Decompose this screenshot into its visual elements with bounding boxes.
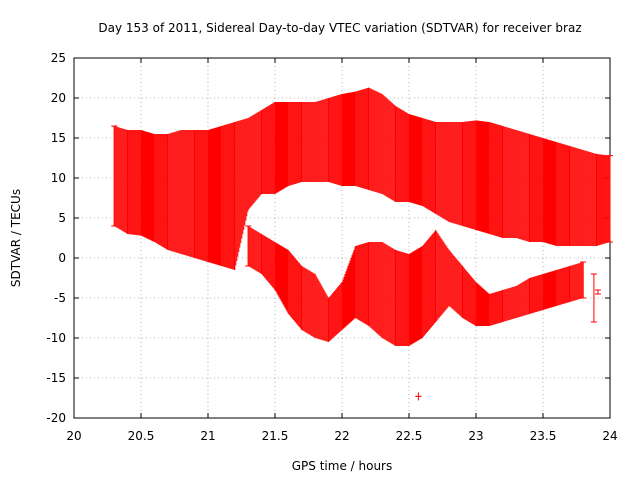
y-tick-label: -10	[46, 331, 66, 345]
series-lower-band	[245, 225, 587, 346]
x-tick-label: 20	[66, 429, 81, 443]
x-tick-label: 21.5	[262, 429, 289, 443]
y-tick-label: 25	[51, 51, 66, 65]
y-tick-label: 20	[51, 91, 66, 105]
x-tick-label: 24	[602, 429, 617, 443]
y-tick-label: 15	[51, 131, 66, 145]
y-tick-label: 0	[58, 251, 66, 265]
y-tick-label: -15	[46, 371, 66, 385]
x-tick-label: 21	[200, 429, 215, 443]
y-tick-label: -5	[54, 291, 66, 305]
x-tick-label: 22	[334, 429, 349, 443]
y-axis-ticks: 25 20 15 10 5 0 -5 -10 -15 -20	[46, 51, 610, 425]
x-tick-label: 22.5	[396, 429, 423, 443]
x-tick-label: 23	[468, 429, 483, 443]
chart-title: Day 153 of 2011, Sidereal Day-to-day VTE…	[98, 21, 581, 35]
series-upper-band	[111, 87, 613, 270]
y-tick-label: 10	[51, 171, 66, 185]
series-isolated-points	[415, 273, 601, 401]
x-tick-label: 23.5	[530, 429, 557, 443]
error-bar-series	[111, 87, 613, 401]
x-axis-title: GPS time / hours	[292, 459, 393, 473]
y-axis-title: SDTVAR / TECUs	[9, 189, 23, 287]
y-tick-label: -20	[46, 411, 66, 425]
y-tick-label: 5	[58, 211, 66, 225]
x-axis-ticks: 20 20.5 21 21.5 22 22.5 23 23.5 24	[66, 58, 618, 443]
x-tick-label: 20.5	[128, 429, 155, 443]
